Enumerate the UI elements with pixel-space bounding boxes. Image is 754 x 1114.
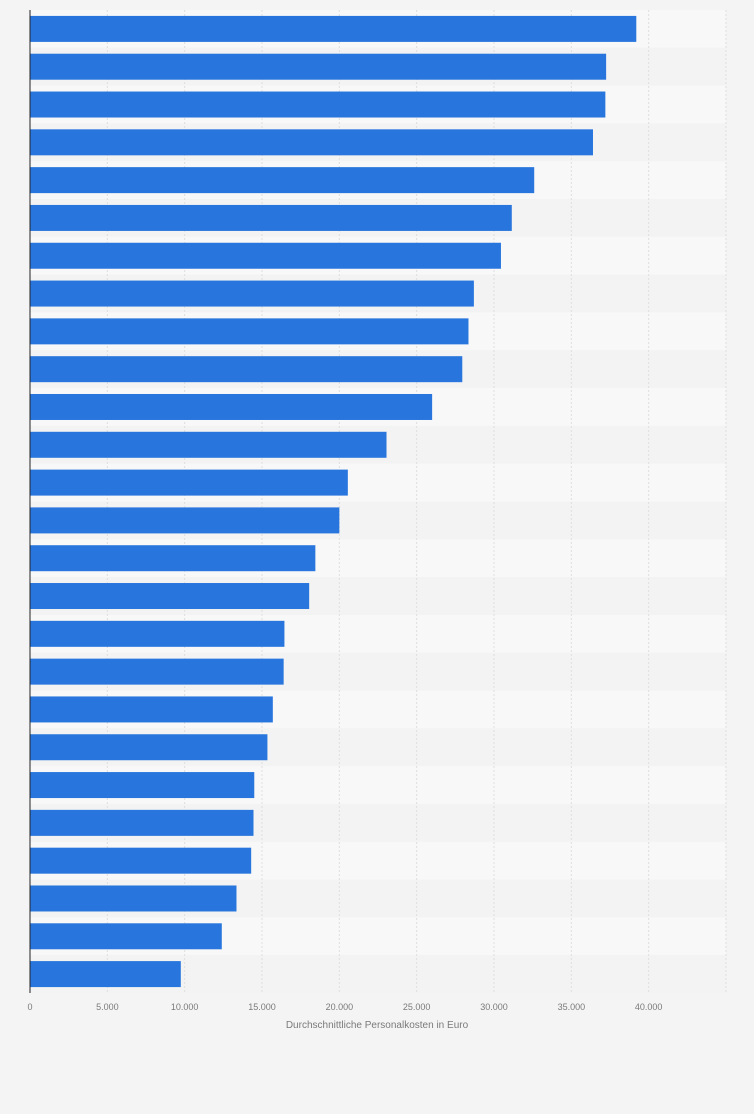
bar — [30, 545, 316, 572]
bar — [30, 847, 252, 874]
bar — [30, 583, 310, 610]
x-axis-label: Durchschnittliche Personalkosten in Euro — [286, 1020, 469, 1031]
bar — [30, 961, 181, 988]
x-tick-label: 5.000 — [96, 1002, 119, 1012]
bars — [30, 15, 637, 988]
row-bands — [30, 10, 726, 993]
bar — [30, 923, 222, 950]
bar — [30, 658, 284, 685]
bar — [30, 167, 535, 194]
x-tick-label: 10.000 — [171, 1002, 199, 1012]
bar — [30, 129, 593, 156]
bar — [30, 204, 512, 231]
bar — [30, 620, 285, 647]
bar — [30, 91, 606, 118]
bar — [30, 469, 348, 496]
x-tick-label: 0 — [27, 1002, 32, 1012]
bar — [30, 15, 637, 42]
x-tick-label: 15.000 — [248, 1002, 276, 1012]
bar — [30, 242, 501, 269]
bar — [30, 280, 474, 307]
x-tick-labels: 0 5.000 10.000 15.000 20.000 25.000 30.000 35.0… — [27, 1002, 662, 1012]
bar — [30, 696, 273, 723]
bar — [30, 356, 463, 383]
bar — [30, 393, 433, 420]
x-tick-label: 40.000 — [635, 1002, 663, 1012]
x-tick-label: 35.000 — [558, 1002, 586, 1012]
bar — [30, 809, 254, 836]
bar — [30, 772, 255, 799]
x-tick-label: 30.000 — [480, 1002, 508, 1012]
bar — [30, 734, 268, 761]
x-tick-label: 20.000 — [326, 1002, 354, 1012]
bar — [30, 885, 237, 912]
bar — [30, 507, 340, 534]
bar — [30, 53, 607, 80]
bar — [30, 318, 469, 345]
bar — [30, 431, 387, 458]
x-tick-label: 25.000 — [403, 1002, 431, 1012]
